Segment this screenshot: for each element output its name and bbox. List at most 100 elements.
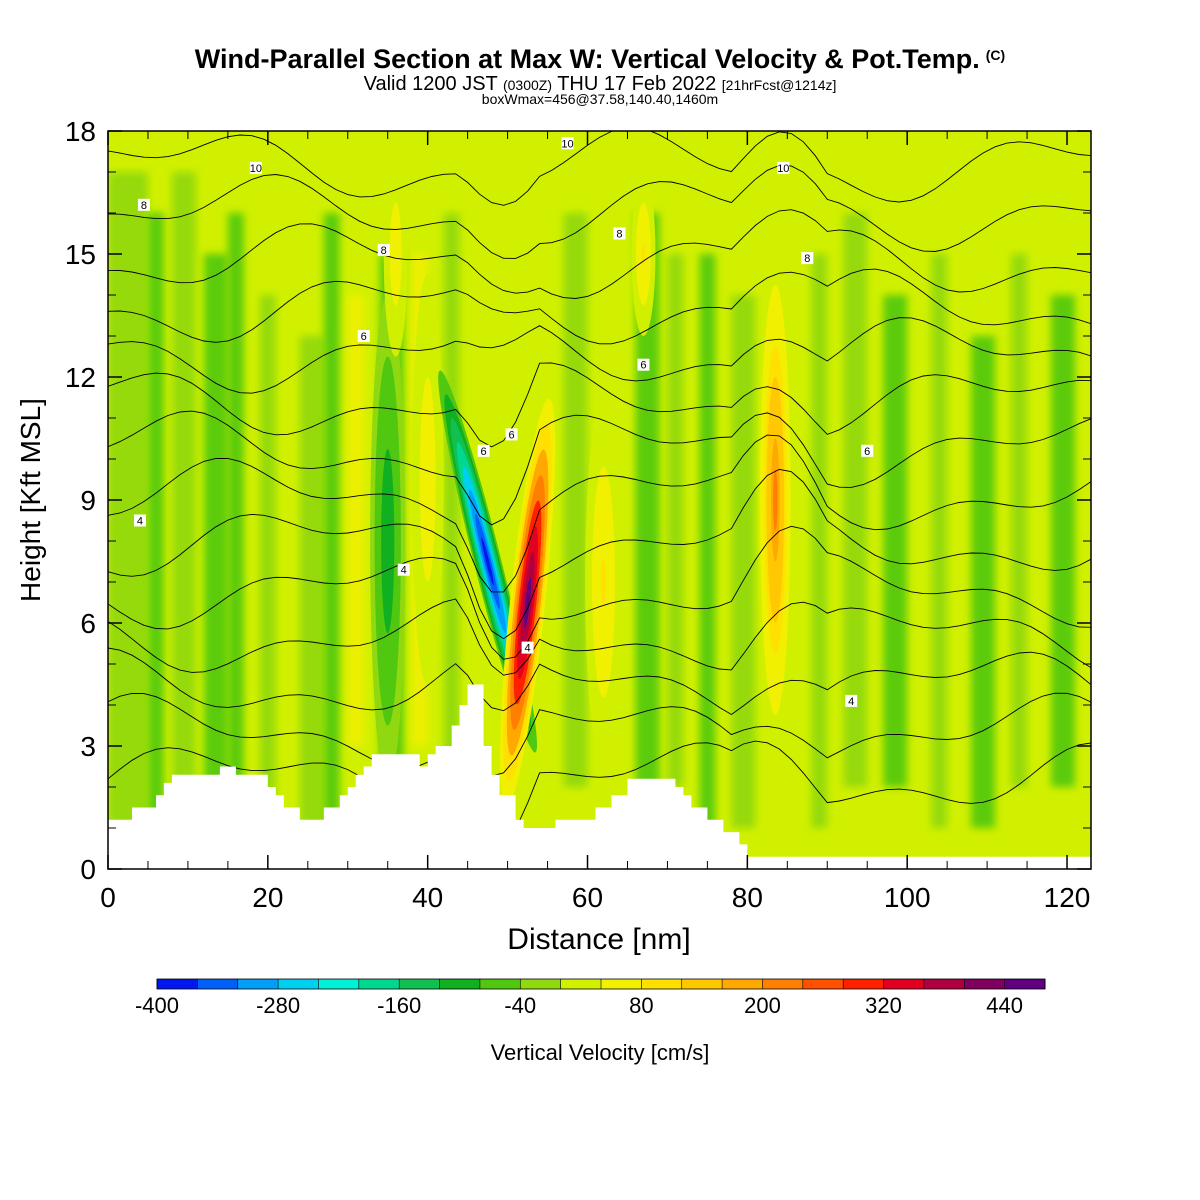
x-tick-label: 40: [412, 882, 443, 913]
field-band: [1011, 254, 1028, 787]
contour-label-bg: [377, 243, 390, 256]
field-band: [259, 295, 276, 828]
theta-contour: [108, 410, 1091, 526]
velocity-field: [108, 131, 1091, 869]
colorbar-swatch: [883, 979, 925, 989]
theta-contour: [108, 165, 1091, 259]
colorbar: -400 -280 -160 -40 80 200 320 440: [135, 978, 1046, 1018]
contour-labels: 10 10 10 8 8 8 8 6 6 6 6 6 4 4 4 4: [133, 137, 874, 708]
field-band: [347, 295, 364, 746]
field-band: [171, 172, 196, 828]
colorbar-swatch: [278, 979, 319, 989]
colorbar-swatch: [479, 979, 521, 989]
forecast-info: [21hrFcst@1214z]: [721, 77, 837, 93]
contour-label-bg: [613, 227, 626, 240]
x-tick-label: 0: [100, 882, 116, 913]
contour-label-text: 10: [561, 138, 573, 150]
x-tick-label: 80: [732, 882, 763, 913]
terrain: [108, 684, 1091, 869]
colorbar-swatch: [157, 979, 198, 989]
field-band: [1051, 295, 1076, 787]
contour-label-bg: [845, 694, 858, 707]
contour-label: 6: [861, 444, 874, 458]
field-band: [843, 213, 868, 787]
plume-layer: [641, 243, 645, 265]
theta-contour: [108, 362, 1091, 448]
contour-label-text: 4: [848, 696, 854, 708]
contour-label-text: 8: [381, 245, 387, 257]
theta-contour: [108, 525, 1091, 660]
contour-label: 6: [505, 428, 518, 441]
contour-label: 4: [521, 641, 534, 655]
x-axis-label: Distance [nm]: [507, 923, 690, 956]
field-band: [883, 295, 908, 787]
plume-layer: [481, 537, 494, 586]
contour-label-text: 4: [137, 516, 143, 528]
y-tick-label: 3: [80, 731, 96, 762]
theta-contour: [108, 209, 1091, 299]
theta-contours: [108, 131, 1091, 853]
contour-label-text: 6: [640, 360, 646, 372]
field-band: [931, 254, 948, 828]
chart-subtitle: Valid 1200 JST (0300Z) THU 17 Feb 2022 […: [0, 73, 1200, 96]
valid-date: THU 17 Feb 2022: [557, 73, 717, 95]
terrain-mask: [108, 684, 1091, 869]
contour-label-text: 4: [401, 565, 407, 577]
y-tick-label: 15: [65, 239, 96, 270]
theta-contour: [108, 740, 1091, 853]
contour-label: 8: [801, 252, 814, 265]
theta-contour: [108, 131, 1091, 206]
contour-label-bg: [637, 358, 650, 371]
theta-contour: [108, 268, 1091, 345]
contour-label-text: 6: [864, 446, 870, 458]
colorbar-tick-label: 320: [865, 993, 902, 1018]
contour-label: 10: [561, 137, 574, 150]
colorbar-tick-label: 200: [744, 993, 781, 1018]
colorbar-tick-label: 80: [629, 993, 653, 1018]
contour-label-text: 8: [804, 253, 810, 265]
utc-time: (0300Z): [502, 77, 553, 93]
contour-label-bg: [561, 137, 574, 150]
contour-label: 8: [377, 243, 390, 257]
field-band: [323, 213, 340, 828]
x-tick-label: 120: [1044, 882, 1091, 913]
contour-label-text: 10: [250, 163, 262, 175]
field-band: [563, 213, 588, 787]
contour-label-bg: [357, 330, 370, 342]
contour-label: 6: [637, 358, 650, 372]
theta-contour: [108, 434, 1091, 593]
colorbar-swatch: [802, 979, 844, 989]
contour-label-bg: [861, 444, 874, 457]
colorbar-tick-label: -160: [377, 993, 421, 1018]
contour-label-bg: [249, 161, 262, 174]
colorbar-swatch: [520, 979, 562, 989]
field-band: [147, 213, 164, 828]
box-max-info: boxWmax=456@37.58,140.40,1460m: [481, 91, 719, 107]
plume-layer: [524, 577, 532, 628]
contour-label-bg: [521, 641, 534, 654]
contour-label: 8: [613, 227, 626, 241]
y-tick-label: 9: [80, 485, 96, 516]
colorbar-swatch: [964, 979, 1006, 989]
colorbar-swatch: [439, 979, 481, 989]
contour-label-text: 8: [141, 200, 147, 212]
colorbar-swatch: [197, 979, 239, 989]
colorbar-tick-label: -40: [504, 993, 536, 1018]
theta-contour: [108, 692, 1091, 777]
plume-layer: [773, 469, 778, 531]
axes: 0 20 40 60 80 100 120 0 3 6 9 12 15 18: [65, 116, 1091, 913]
contour-label-bg: [777, 161, 790, 174]
field-band: [971, 336, 996, 828]
contour-label-text: 6: [509, 429, 515, 441]
colorbar-swatch: [1004, 979, 1046, 989]
contour-label: 6: [477, 444, 490, 458]
x-tick-label: 20: [252, 882, 283, 913]
contour-label-bg: [133, 514, 146, 527]
contour-label-bg: [801, 252, 814, 265]
colorbar-swatch: [560, 979, 602, 989]
theta-contour: [108, 317, 1091, 394]
contour-label-text: 6: [361, 331, 367, 343]
colorbar-swatch: [237, 979, 279, 989]
contour-label: 4: [133, 514, 146, 528]
